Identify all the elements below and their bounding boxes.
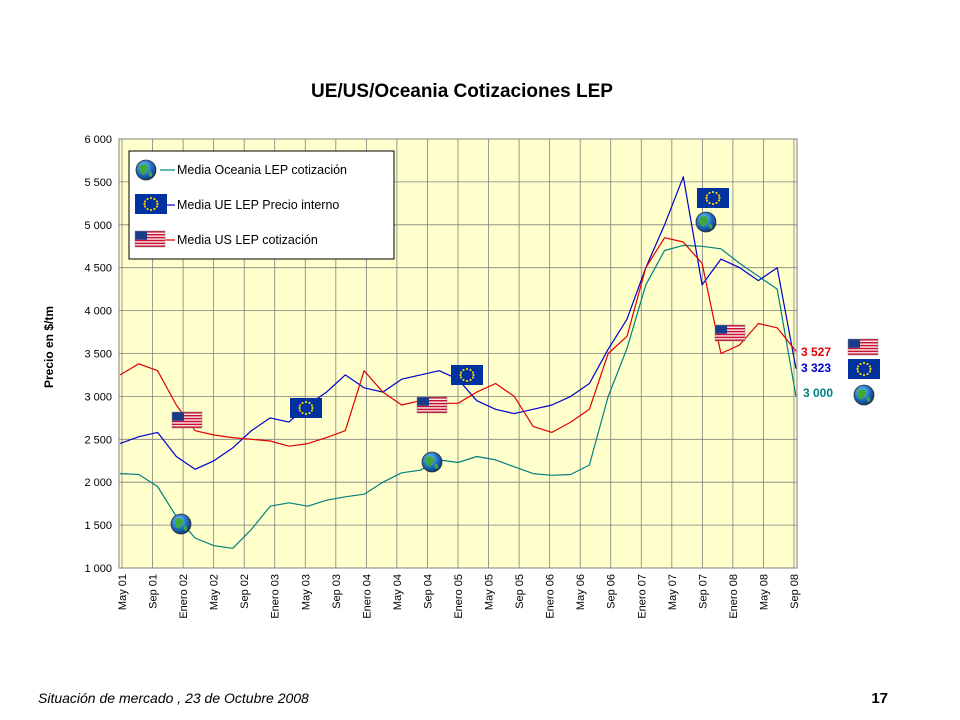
x-tick-label: Enero 02 <box>178 574 190 619</box>
y-tick-label: 5 500 <box>84 177 112 189</box>
legend-item-oceania: Media Oceania LEP cotización <box>135 159 347 181</box>
x-tick-label: May 07 <box>667 574 679 610</box>
x-tick-label: Sep 08 <box>789 574 801 609</box>
x-tick-label: Enero 07 <box>636 574 648 619</box>
chart-title: UE/US/Oceania Cotizaciones LEP <box>311 81 613 102</box>
legend-label-ue: Media UE LEP Precio interno <box>177 198 339 212</box>
y-tick-label: 4 000 <box>84 306 112 318</box>
x-tick-label: May 01 <box>117 574 129 610</box>
y-tick-label: 4 500 <box>84 263 112 275</box>
globe-icon <box>695 211 717 233</box>
us-flag-icon <box>416 396 448 414</box>
eu-flag-icon <box>290 398 322 418</box>
us-flag-icon <box>714 324 746 342</box>
y-tick-label: 6 000 <box>84 134 112 146</box>
x-tick-label: Sep 01 <box>148 574 160 609</box>
y-tick-label: 3 500 <box>84 349 112 361</box>
x-tick-label: May 03 <box>300 574 312 610</box>
us-flag-icon <box>134 230 166 248</box>
x-tick-labels: May 01 Sep 01 Enero 02 May 02 Sep 02 Enero 03… <box>117 574 801 619</box>
x-tick-label: Enero 04 <box>361 574 373 619</box>
x-tick-label: May 06 <box>575 574 587 610</box>
legend-item-ue: Media UE LEP Precio interno <box>135 194 339 214</box>
x-tick-label: Enero 03 <box>270 574 282 619</box>
x-tick-label: May 05 <box>484 574 496 610</box>
eu-flag-icon <box>451 365 483 385</box>
x-tick-label: Sep 06 <box>606 574 618 609</box>
y-tick-labels: 1 000 1 500 2 000 2 500 3 000 3 500 4 000 4 500… <box>84 134 112 575</box>
legend-label-oceania: Media Oceania LEP cotización <box>177 163 347 177</box>
y-tick-label: 5 000 <box>84 220 112 232</box>
us-flag-icon <box>847 338 879 356</box>
eu-flag-icon <box>848 359 880 379</box>
globe-icon <box>421 451 443 473</box>
legend-label-us: Media US LEP cotización <box>177 233 318 247</box>
page-number: 17 <box>871 690 888 707</box>
footer: Situación de mercado , 23 de Octubre 200… <box>38 690 888 707</box>
footer-text: Situación de mercado , 23 de Octubre 200… <box>38 690 309 706</box>
x-tick-label: Sep 03 <box>331 574 343 609</box>
legend-item-us: Media US LEP cotización <box>134 230 318 248</box>
y-tick-label: 2 000 <box>84 477 112 489</box>
x-tick-label: Enero 05 <box>453 574 465 619</box>
series-line-2 <box>119 237 797 447</box>
x-tick-label: Sep 02 <box>239 574 251 609</box>
x-tick-label: Sep 07 <box>697 574 709 609</box>
globe-icon <box>170 513 192 535</box>
end-label-oceania: 3 000 <box>803 386 833 400</box>
us-flag-icon <box>171 411 203 429</box>
x-tick-label: May 08 <box>758 574 770 610</box>
x-tick-label: Sep 04 <box>422 574 434 609</box>
legend: Media Oceania LEP cotización Media UE LE… <box>128 150 395 260</box>
x-tick-label: Sep 05 <box>514 574 526 609</box>
y-axis-label: Precio en $/tm <box>42 306 56 388</box>
x-tick-label: May 02 <box>209 574 221 610</box>
eu-flag-icon <box>697 188 729 208</box>
y-tick-label: 3 000 <box>84 391 112 403</box>
series-line-0 <box>119 244 797 549</box>
x-tick-label: May 04 <box>392 574 404 610</box>
y-tick-label: 1 500 <box>84 520 112 532</box>
x-tick-label: Enero 06 <box>545 574 557 619</box>
y-tick-label: 1 000 <box>84 563 112 575</box>
globe-icon <box>135 159 157 181</box>
end-label-us: 3 527 <box>801 345 831 359</box>
end-label-ue: 3 323 <box>801 361 831 375</box>
eu-flag-icon <box>135 194 167 214</box>
y-tick-label: 2 500 <box>84 434 112 446</box>
x-tick-label: Enero 08 <box>728 574 740 619</box>
globe-icon <box>853 384 875 406</box>
